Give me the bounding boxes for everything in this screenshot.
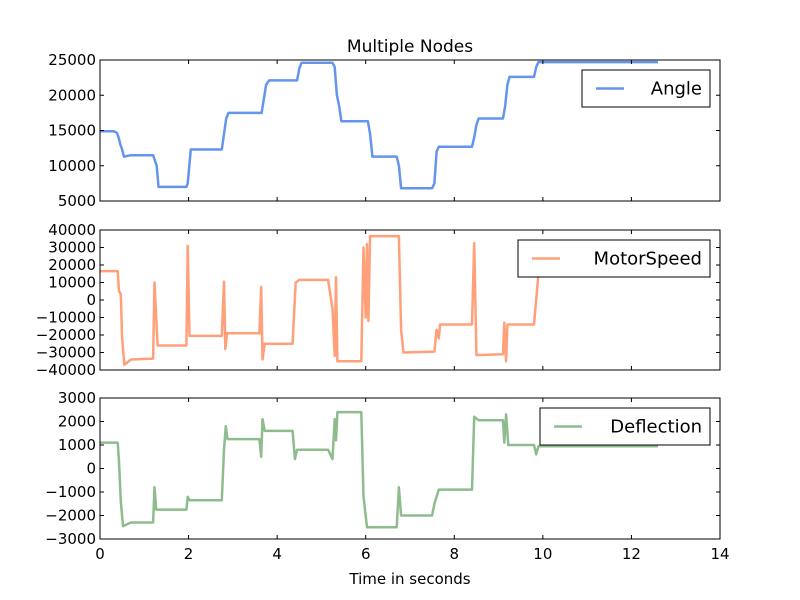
- y-tick-label: 40000: [48, 221, 96, 239]
- y-tick-label: 3000: [58, 389, 96, 407]
- y-tick-label: 10000: [48, 157, 96, 175]
- subplots: 500010000150002000025000Angle−40000−3000…: [36, 51, 730, 563]
- legend: MotorSpeed: [517, 239, 711, 278]
- y-tick-label: 30000: [48, 239, 96, 257]
- y-tick-label: 5000: [58, 192, 96, 210]
- y-tick-label: 1000: [58, 436, 96, 454]
- x-tick-label: 8: [450, 545, 460, 563]
- x-tick-label: 0: [95, 545, 105, 563]
- y-tick-label: −20000: [36, 326, 96, 344]
- y-tick-label: 0: [86, 291, 96, 309]
- series-line-angle: [100, 60, 658, 190]
- legend-label: MotorSpeed: [594, 249, 702, 270]
- x-tick-label: 2: [184, 545, 194, 563]
- y-tick-label: 15000: [48, 122, 96, 140]
- y-tick-label: −2000: [45, 507, 96, 525]
- legend-label: Angle: [651, 79, 702, 100]
- chart-title: Multiple Nodes: [347, 37, 473, 57]
- legend: Deflection: [539, 407, 711, 446]
- legend: Angle: [581, 69, 711, 108]
- y-tick-label: 0: [86, 460, 96, 478]
- series-line-deflection: [100, 410, 658, 529]
- y-tick-label: −1000: [45, 483, 96, 501]
- y-tick-label: 10000: [48, 274, 96, 292]
- y-tick-label: 20000: [48, 256, 96, 274]
- y-tick-label: 20000: [48, 86, 96, 104]
- y-tick-label: −30000: [36, 344, 96, 362]
- series-line-motorspeed: [100, 234, 658, 367]
- x-tick-label: 14: [710, 545, 729, 563]
- x-tick-label: 4: [272, 545, 282, 563]
- legend-label: Deflection: [610, 417, 702, 438]
- y-tick-label: 2000: [58, 413, 96, 431]
- y-tick-label: −10000: [36, 309, 96, 327]
- x-axis-label: Time in seconds: [348, 570, 470, 588]
- x-tick-label: 6: [361, 545, 371, 563]
- subplot-3: −3000 −2000 −1000 0 1000 2000 3000 0 2 4 6 8 10 12 14 D…: [45, 389, 729, 563]
- subplot-2: −40000−30000−20000−100000100002000030000…: [36, 221, 721, 379]
- x-tick-label: 10: [533, 545, 552, 563]
- subplot-1: 5000 10000 15000 20000 25000 Angle: [48, 51, 721, 210]
- x-tick-label: 12: [622, 545, 641, 563]
- y-tick-label: −3000: [45, 530, 96, 548]
- y-tick-label: −40000: [36, 361, 96, 379]
- y-tick-label: 25000: [48, 51, 96, 69]
